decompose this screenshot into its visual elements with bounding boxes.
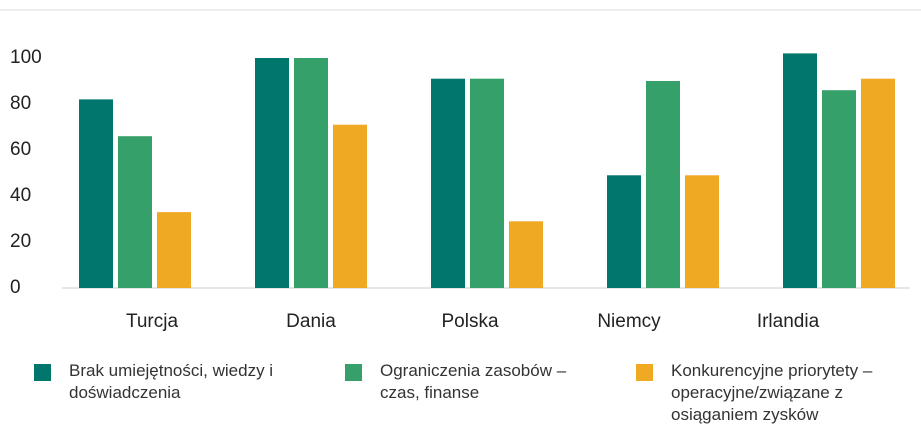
bar [470, 78, 504, 288]
chart: 0 20 40 60 80 100 Turcja Dania Polska Niemcy Irlan… [0, 9, 921, 332]
bar [333, 124, 367, 288]
bar [157, 212, 191, 288]
legend-swatch [636, 364, 653, 381]
bar [294, 58, 328, 288]
legend-swatch [34, 364, 51, 381]
x-tick-label: Irlandia [757, 311, 820, 332]
bar [509, 221, 543, 288]
bar [79, 99, 113, 289]
x-tick-label: Dania [286, 311, 336, 332]
bar [861, 78, 895, 288]
legend-item: Brak umiejętności, wiedzy i doświadczeni… [34, 360, 274, 404]
bar [431, 78, 465, 288]
bar [783, 53, 817, 289]
bar [822, 90, 856, 288]
legend-swatch [345, 364, 362, 381]
y-tick-label: 100 [10, 47, 42, 68]
legend-item: Konkurencyjne priorytety – operacyjne/zw… [636, 360, 916, 426]
x-tick-label: Niemcy [597, 311, 661, 332]
bar [685, 175, 719, 288]
legend-label: Ograniczenia zasobów – czas, finanse [380, 361, 567, 402]
y-tick-label: 20 [10, 231, 31, 252]
bar [646, 81, 680, 288]
y-tick-label: 80 [10, 93, 31, 114]
y-tick-label: 40 [10, 185, 31, 206]
legend-item: Ograniczenia zasobów – czas, finanse [345, 360, 585, 404]
x-tick-label: Turcja [126, 311, 179, 332]
legend-label: Brak umiejętności, wiedzy i doświadczeni… [69, 361, 274, 402]
bar [118, 136, 152, 288]
y-tick-label: 60 [10, 139, 31, 160]
bar [607, 175, 641, 288]
legend-label: Konkurencyjne priorytety – operacyjne/zw… [671, 361, 873, 424]
bar [255, 58, 289, 288]
x-tick-label: Polska [441, 311, 498, 332]
y-tick-label: 0 [10, 277, 21, 298]
